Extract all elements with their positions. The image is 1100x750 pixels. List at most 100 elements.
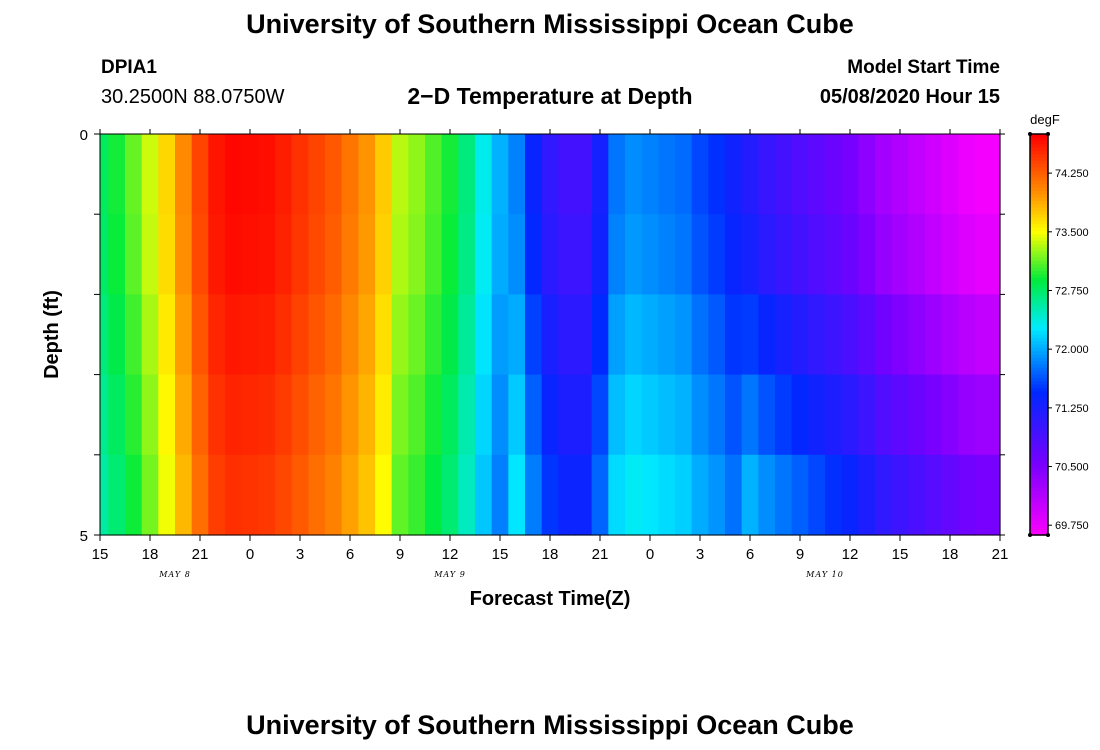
heatmap-cell — [291, 374, 309, 456]
colorbar-segment — [1030, 461, 1048, 466]
heatmap-cell — [558, 454, 576, 536]
heatmap-cell — [641, 214, 659, 295]
heatmap-cell — [175, 134, 193, 215]
heatmap-cell — [541, 374, 559, 456]
heatmap-cell — [941, 454, 959, 536]
colorbar-segment — [1030, 150, 1048, 155]
y-tick-label: 5 — [80, 528, 88, 545]
colorbar: 74.250 73.500 72.750 72.000 71.250 70.500 69.7… — [1028, 132, 1089, 537]
heatmap-cell — [475, 214, 493, 295]
heatmap-cell — [541, 454, 559, 536]
heatmap-cell — [591, 294, 609, 376]
heatmap-cell — [658, 374, 676, 456]
heatmap-cell — [675, 454, 693, 536]
heatmap-cell — [658, 454, 676, 536]
colorbar-segment — [1030, 414, 1048, 419]
heatmap-cell — [825, 134, 843, 215]
heatmap-cell — [991, 134, 1001, 215]
colorbar-segment — [1030, 304, 1048, 309]
heatmap-cell — [975, 134, 993, 215]
colorbar-segment — [1030, 361, 1048, 366]
colorbar-segment — [1030, 384, 1048, 389]
heatmap-cell — [241, 214, 259, 295]
colorbar-segment — [1030, 341, 1048, 346]
heatmap-cell — [608, 294, 626, 376]
colorbar-segment — [1030, 321, 1048, 326]
day-label: MAY 10 — [805, 570, 844, 579]
x-tick-label: 9 — [796, 546, 804, 563]
colorbar-segment — [1030, 267, 1048, 272]
heatmap-cell — [975, 294, 993, 376]
heatmap-cell — [541, 214, 559, 295]
y-axis-label: Depth (ft) — [41, 290, 63, 379]
heatmap-cell — [641, 134, 659, 215]
colorbar-segment — [1030, 498, 1048, 503]
colorbar-frame — [1029, 133, 1049, 536]
heatmap-cell — [825, 454, 843, 536]
heatmap-cell — [608, 134, 626, 215]
heatmap-cell — [508, 134, 526, 215]
heatmap-cell — [908, 214, 926, 295]
colorbar-segment — [1030, 451, 1048, 456]
heatmap-cell — [691, 374, 709, 456]
heatmap-cell — [641, 374, 659, 456]
colorbar-segment — [1030, 157, 1048, 162]
x-tick-label: 21 — [192, 546, 209, 563]
colorbar-segment — [1030, 240, 1048, 245]
heatmap-cell — [408, 454, 426, 536]
heatmap-cell — [808, 294, 826, 376]
heatmap-cell — [925, 374, 943, 456]
heatmap-cell — [725, 454, 743, 536]
colorbar-segment — [1030, 174, 1048, 179]
heatmap-cell — [741, 454, 759, 536]
heatmap-cell — [408, 134, 426, 215]
colorbar-segment — [1030, 531, 1048, 536]
heatmap-cell — [491, 374, 509, 456]
colorbar-segment — [1030, 250, 1048, 255]
heatmap-cell — [375, 134, 393, 215]
heatmap-cell — [791, 294, 809, 376]
heatmap-cell — [991, 454, 1001, 536]
colorbar-segment — [1030, 514, 1048, 519]
heatmap-cell — [225, 374, 243, 456]
heatmap-cell — [408, 214, 426, 295]
colorbar-segment — [1030, 464, 1048, 469]
heatmap-cell — [458, 214, 476, 295]
colorbar-segment — [1030, 287, 1048, 292]
colorbar-segment — [1030, 508, 1048, 513]
colorbar-segment — [1030, 484, 1048, 489]
x-tick-label: 15 — [92, 546, 109, 563]
heatmap-cell — [758, 454, 776, 536]
heatmap-cells — [100, 134, 1001, 536]
heatmap-cell — [275, 294, 293, 376]
heatmap-cell — [875, 214, 893, 295]
colorbar-tick-label: 71.250 — [1055, 403, 1089, 415]
heatmap-cell — [191, 454, 209, 536]
heatmap-cell — [925, 134, 943, 215]
heatmap-cell — [675, 214, 693, 295]
heatmap-cell — [391, 294, 409, 376]
heatmap-cell — [975, 374, 993, 456]
heatmap-cell — [625, 374, 643, 456]
heatmap-cell — [100, 294, 109, 376]
heatmap-cell — [708, 214, 726, 295]
colorbar-segment — [1030, 511, 1048, 516]
heatmap-cell — [991, 214, 1001, 295]
heatmap-cell — [141, 374, 159, 456]
heatmap-cell — [125, 214, 143, 295]
colorbar-segment — [1030, 154, 1048, 158]
heatmap-cell — [775, 454, 793, 536]
x-tick-label: 15 — [492, 546, 509, 563]
x-tick-label: 9 — [396, 546, 404, 563]
heatmap-cell — [575, 454, 593, 536]
heatmap-cell — [708, 134, 726, 215]
heatmap-cell — [758, 294, 776, 376]
colorbar-segment — [1030, 331, 1048, 336]
heatmap-cell — [208, 214, 226, 295]
heatmap-cell — [891, 134, 909, 215]
colorbar-segment — [1030, 344, 1048, 349]
heatmap-cell — [258, 294, 276, 376]
heatmap-cell — [925, 454, 943, 536]
colorbar-segment — [1030, 494, 1048, 499]
